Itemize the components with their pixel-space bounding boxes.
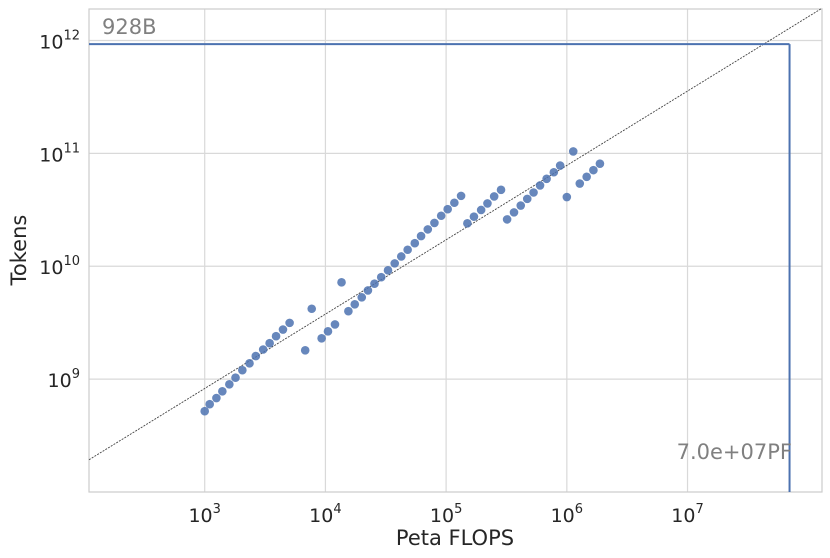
data-point	[231, 373, 240, 382]
data-point	[205, 399, 215, 409]
data-point	[416, 231, 426, 241]
data-point	[555, 161, 565, 170]
data-point	[370, 279, 379, 289]
data-point	[436, 211, 446, 221]
data-point	[522, 194, 532, 204]
data-point	[251, 351, 261, 361]
data-point	[225, 379, 234, 389]
data-point	[450, 198, 459, 208]
data-point	[357, 293, 367, 302]
data-point	[456, 191, 466, 201]
data-point	[307, 304, 317, 314]
x-tick-labels: 103 104 105 106 107	[188, 502, 703, 527]
x-axis-title: Peta FLOPS	[396, 526, 514, 550]
data-point	[476, 205, 486, 215]
data-point	[396, 252, 406, 261]
data-point	[337, 278, 346, 287]
data-point	[443, 204, 452, 214]
data-point	[330, 320, 340, 329]
data-point	[245, 359, 254, 368]
plot-frame	[88, 8, 823, 493]
data-point	[285, 318, 294, 328]
x-tick-label: 103	[188, 502, 220, 527]
data-point	[529, 188, 538, 197]
x-tick-label: 107	[671, 502, 703, 527]
data-point	[200, 406, 210, 416]
data-point	[463, 219, 472, 228]
y-tick-labels: 109 1010 1011 1012	[39, 28, 80, 392]
data-point	[489, 192, 499, 201]
data-point	[595, 159, 605, 168]
data-point	[423, 225, 433, 234]
bottom-right-annotation: 7.0e+07PF	[677, 440, 792, 464]
data-point	[589, 165, 598, 175]
y-tick-label: 1012	[39, 28, 80, 53]
fit-line	[88, 7, 823, 461]
data-point	[383, 266, 393, 275]
y-tick-label: 1011	[39, 141, 80, 166]
data-point	[258, 345, 268, 354]
data-points	[200, 147, 605, 416]
data-point	[238, 365, 247, 375]
data-point	[469, 212, 479, 221]
y-tick-label: 109	[48, 367, 80, 392]
data-point	[363, 286, 373, 295]
x-tick-label: 106	[551, 502, 583, 527]
data-point	[344, 306, 353, 316]
data-point	[502, 215, 512, 224]
data-point	[483, 199, 492, 208]
grid-lines	[89, 9, 822, 492]
data-point	[568, 147, 578, 156]
x-tick-label: 104	[309, 502, 341, 527]
data-point	[430, 218, 439, 228]
data-point	[218, 386, 227, 396]
data-point	[516, 201, 526, 210]
data-point	[265, 338, 274, 348]
data-point	[509, 208, 519, 217]
data-point	[562, 192, 572, 202]
data-point	[376, 272, 386, 282]
data-point	[271, 331, 281, 341]
y-axis-title: Tokens	[7, 215, 31, 287]
data-point	[582, 172, 591, 182]
data-point	[317, 333, 326, 343]
data-point	[542, 174, 551, 184]
data-point	[410, 238, 420, 248]
data-point	[278, 325, 288, 334]
data-point	[535, 181, 545, 190]
data-point	[575, 179, 585, 188]
x-tick-label: 105	[430, 502, 462, 527]
data-point	[212, 393, 221, 403]
data-point	[390, 259, 400, 268]
data-point	[403, 245, 412, 255]
data-point	[350, 300, 360, 309]
data-point	[300, 346, 310, 355]
top-left-annotation: 928B	[102, 15, 157, 39]
data-point	[323, 327, 333, 336]
data-point	[549, 167, 559, 177]
data-point	[496, 185, 506, 195]
y-tick-label: 1010	[39, 254, 80, 279]
